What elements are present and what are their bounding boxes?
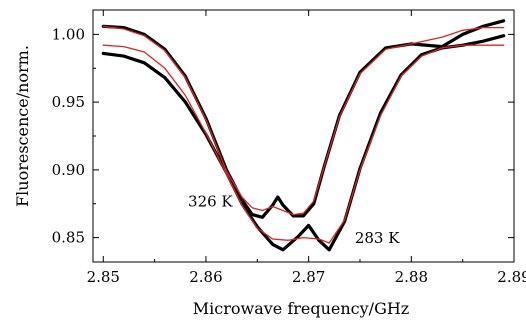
x-tick-label: 2.87 bbox=[292, 268, 325, 286]
annotation-label: 283 K bbox=[355, 229, 400, 247]
series-4-line bbox=[102, 44, 505, 244]
y-tick-label: 1.00 bbox=[52, 25, 85, 43]
y-tick-label: 0.95 bbox=[52, 93, 85, 111]
y-tick-label: 0.90 bbox=[52, 161, 85, 179]
annotation-label: 326 K bbox=[188, 192, 233, 210]
x-tick-label: 2.85 bbox=[87, 268, 120, 286]
y-axis-label: Fluorescence/norm. bbox=[13, 45, 32, 207]
x-tick-label: 2.89 bbox=[497, 268, 526, 286]
x-axis-label: Microwave frequency/GHz bbox=[193, 299, 409, 318]
ticks-layer: 2.85 2.86 2.87 2.88 2.89 0.85 0.90 0.95 1.00 bbox=[52, 10, 526, 286]
x-tick-label: 2.86 bbox=[189, 268, 222, 286]
x-tick-label: 2.88 bbox=[395, 268, 428, 286]
series-layer bbox=[101, 19, 506, 252]
series-3-line bbox=[102, 25, 505, 216]
series-2-line bbox=[101, 34, 506, 252]
y-tick-label: 0.85 bbox=[52, 229, 85, 247]
labels-layer: 326 K 283 K bbox=[188, 192, 400, 247]
